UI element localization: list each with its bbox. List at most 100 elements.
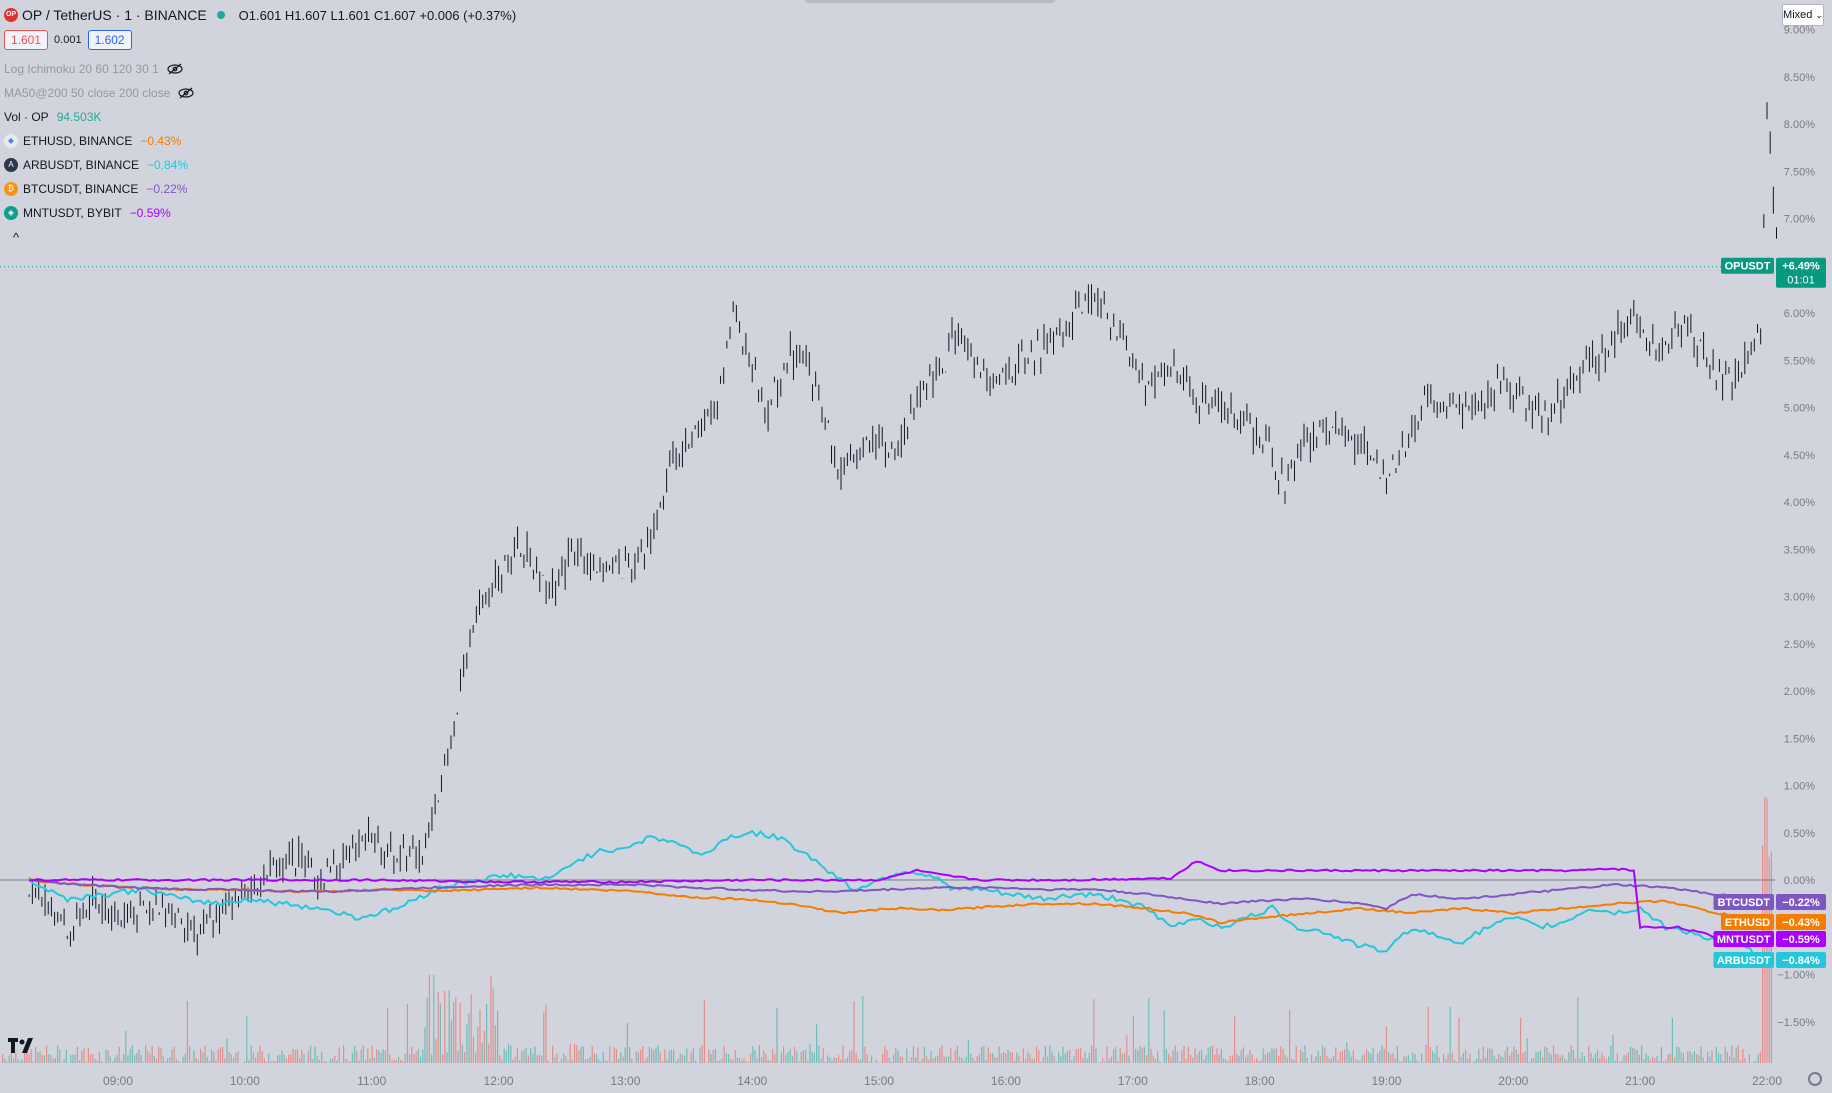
volume-bar bbox=[1535, 1052, 1537, 1063]
volume-bar bbox=[1284, 1054, 1286, 1063]
volume-bar bbox=[1110, 1056, 1112, 1063]
series-line-arbusdt bbox=[28, 829, 1768, 961]
volume-bar bbox=[118, 1046, 120, 1063]
volume-bar bbox=[688, 1061, 690, 1063]
volume-bar bbox=[1636, 1049, 1638, 1063]
volume-bar bbox=[587, 1058, 589, 1063]
volume-bar bbox=[514, 1056, 516, 1063]
volume-bar bbox=[268, 1053, 270, 1063]
eye-hidden-icon[interactable] bbox=[167, 63, 183, 75]
price-tag-value: −0.59% bbox=[1782, 934, 1820, 946]
volume-bar bbox=[1410, 1060, 1412, 1063]
volume-bar bbox=[525, 1047, 527, 1063]
volume-bar bbox=[202, 1052, 204, 1063]
volume-bar bbox=[288, 1054, 290, 1063]
volume-bar bbox=[1627, 1052, 1629, 1063]
volume-bar bbox=[1682, 1053, 1684, 1063]
volume-bar bbox=[855, 1052, 857, 1063]
volume-bar bbox=[708, 1049, 710, 1063]
scale-mode-dropdown[interactable]: Mixed ⌄ bbox=[1782, 4, 1824, 26]
volume-bar bbox=[81, 1051, 83, 1063]
volume-bar bbox=[1592, 1057, 1594, 1063]
volume-bar bbox=[1482, 1046, 1484, 1063]
volume-bar bbox=[109, 1056, 111, 1063]
top-drag-tab[interactable] bbox=[805, 0, 1055, 3]
volume-bar bbox=[296, 1049, 298, 1063]
price-tag-symbol: ARBUSDT bbox=[1717, 955, 1771, 967]
volume-bar bbox=[684, 1055, 686, 1063]
collapse-legend-icon[interactable]: ^ bbox=[13, 230, 20, 245]
volume-bar bbox=[175, 1058, 177, 1063]
compare-mnt[interactable]: ◈ MNTUSDT, BYBIT −0.59% bbox=[4, 206, 171, 220]
volume-bar bbox=[63, 1059, 65, 1063]
volume-bar bbox=[576, 1045, 578, 1063]
volume-value: 94.503K bbox=[56, 110, 102, 124]
volume-bar bbox=[725, 1053, 727, 1063]
volume-bar bbox=[125, 1030, 127, 1063]
volume-bar bbox=[1302, 1052, 1304, 1063]
compare-arb[interactable]: A ARBUSDT, BINANCE −0.84% bbox=[4, 158, 188, 172]
volume-bar bbox=[1616, 1053, 1618, 1063]
volume-bar bbox=[822, 1048, 824, 1063]
volume-legend[interactable]: Vol · OP 94.503K bbox=[4, 110, 101, 124]
volume-bar bbox=[1223, 1058, 1225, 1063]
volume-bar bbox=[1295, 1045, 1297, 1063]
volume-bar bbox=[1449, 1006, 1451, 1063]
sell-price-button[interactable]: 1.601 bbox=[4, 30, 49, 50]
volume-bar bbox=[490, 975, 492, 1063]
volume-bar bbox=[1638, 1055, 1640, 1063]
volume-bar bbox=[1361, 1055, 1363, 1063]
volume-bar bbox=[1588, 1045, 1590, 1063]
eye-hidden-icon[interactable] bbox=[178, 87, 194, 99]
volume-bar bbox=[50, 1054, 52, 1063]
volume-bar bbox=[589, 1057, 591, 1063]
volume-bar bbox=[83, 1048, 85, 1063]
y-axis-label: 0.50% bbox=[1784, 828, 1815, 840]
volume-bar bbox=[604, 1060, 606, 1063]
indicator-ma[interactable]: MA50@200 50 close 200 close bbox=[4, 86, 194, 100]
volume-bar bbox=[598, 1059, 600, 1063]
volume-bar bbox=[1102, 1058, 1104, 1063]
volume-bar bbox=[1016, 1052, 1018, 1063]
volume-bar bbox=[26, 1045, 28, 1063]
volume-bar bbox=[981, 1047, 983, 1063]
volume-bar bbox=[1561, 1055, 1563, 1063]
tradingview-logo-icon[interactable] bbox=[8, 1036, 40, 1054]
volume-bar bbox=[354, 1045, 356, 1063]
volume-bar bbox=[745, 1060, 747, 1063]
compare-eth[interactable]: ◆ ETHUSD, BINANCE −0.43% bbox=[4, 134, 181, 148]
volume-bar bbox=[263, 1058, 265, 1063]
volume-bar bbox=[791, 1055, 793, 1063]
symbol-title[interactable]: OP / TetherUS · 1 · BINANCE bbox=[22, 7, 207, 23]
volume-bar bbox=[805, 1049, 807, 1063]
volume-bar bbox=[780, 1052, 782, 1063]
x-axis-label: 09:00 bbox=[103, 1074, 133, 1088]
volume-bar bbox=[424, 1027, 426, 1063]
volume-bar bbox=[789, 1048, 791, 1063]
volume-bar bbox=[950, 1048, 952, 1063]
volume-bar bbox=[1242, 1047, 1244, 1063]
volume-bar bbox=[1236, 1053, 1238, 1063]
volume-bar bbox=[213, 1052, 215, 1063]
buy-price-button[interactable]: 1.602 bbox=[87, 30, 132, 50]
volume-bar bbox=[140, 1055, 142, 1063]
volume-bar bbox=[609, 1045, 611, 1063]
volume-bar bbox=[193, 1049, 195, 1063]
volume-bar bbox=[1599, 1058, 1601, 1063]
volume-bar bbox=[631, 1058, 633, 1063]
volume-bar bbox=[1267, 1052, 1269, 1063]
volume-bar bbox=[1007, 1049, 1009, 1063]
volume-bar bbox=[730, 1058, 732, 1063]
volume-bar bbox=[741, 1060, 743, 1063]
volume-bar bbox=[1176, 1051, 1178, 1063]
volume-bar bbox=[274, 1060, 276, 1063]
volume-bar bbox=[743, 1057, 745, 1063]
indicator-ichimoku[interactable]: Log Ichimoku 20 60 120 30 1 bbox=[4, 62, 183, 76]
volume-bar bbox=[582, 1046, 584, 1063]
volume-bar bbox=[310, 1045, 312, 1063]
compare-btc[interactable]: ₿ BTCUSDT, BINANCE −0.22% bbox=[4, 182, 187, 196]
gear-icon[interactable] bbox=[1808, 1072, 1822, 1086]
volume-bar bbox=[30, 1049, 32, 1063]
